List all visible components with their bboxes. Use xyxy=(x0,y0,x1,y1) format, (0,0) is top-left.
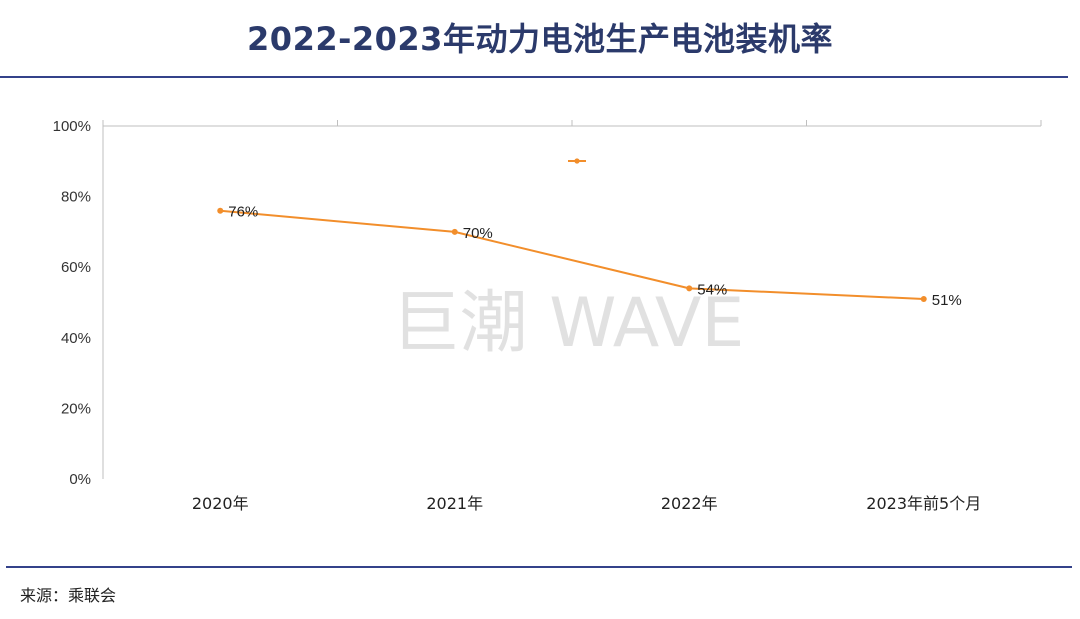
top-divider xyxy=(0,76,1068,78)
data-point xyxy=(217,207,224,214)
data-label: 70% xyxy=(463,225,493,242)
y-tick-label: 60% xyxy=(61,259,91,276)
data-label: 76% xyxy=(228,204,258,221)
data-labels: 76% 70% 54% 51% xyxy=(228,204,962,309)
watermark-text: 巨潮 WAVE xyxy=(392,284,745,363)
series-line xyxy=(220,209,924,300)
y-tick-label: 40% xyxy=(61,330,91,347)
x-tick-label: 2022年 xyxy=(661,494,718,513)
chart-axes xyxy=(102,120,1042,479)
chart-title: 2022-2023年动力电池生产电池装机率 xyxy=(247,20,833,58)
x-tick-label: 2021年 xyxy=(426,494,483,513)
y-tick-label: 20% xyxy=(61,400,91,417)
x-axis-ticks: 2020年 2021年 2022年 2023年前5个月 xyxy=(192,494,981,513)
y-tick-label: 100% xyxy=(53,118,91,135)
y-axis-ticks: 0% 20% 40% 60% 80% 100% xyxy=(53,118,91,488)
y-tick-label: 80% xyxy=(61,189,91,206)
data-point xyxy=(686,285,693,292)
series-line-group xyxy=(217,207,927,302)
legend-marker xyxy=(574,158,580,164)
data-point xyxy=(920,295,927,302)
bottom-divider xyxy=(6,566,1072,568)
data-point xyxy=(451,228,458,235)
data-label: 54% xyxy=(697,281,727,298)
x-tick-label: 2020年 xyxy=(192,494,249,513)
data-label: 51% xyxy=(932,292,962,309)
legend xyxy=(568,158,586,164)
line-chart: 0% 20% 40% 60% 80% 100% 2020年 2021年 2022年 2023年前… xyxy=(53,118,1042,513)
x-tick-label: 2023年前5个月 xyxy=(866,494,981,513)
source-note: 来源：乘联会 xyxy=(20,586,117,605)
y-tick-label: 0% xyxy=(69,471,91,488)
